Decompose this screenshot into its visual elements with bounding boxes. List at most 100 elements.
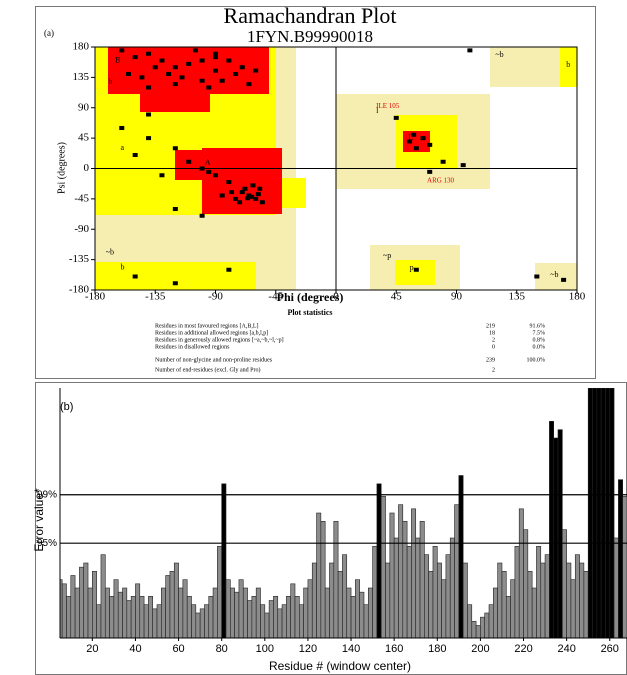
bar <box>475 625 481 638</box>
residue-point <box>146 136 152 141</box>
bar <box>139 596 145 638</box>
x-tick-label: 260 <box>601 643 619 655</box>
bar <box>238 579 244 638</box>
stats-label: Residues in most favoured regions [A,B,L… <box>155 322 258 329</box>
bar <box>303 587 309 638</box>
stats-count: 18 <box>489 330 495 336</box>
bar <box>195 612 201 638</box>
residue-point <box>146 112 152 117</box>
bar <box>299 604 304 638</box>
x-tick-label: 180 <box>428 643 446 655</box>
bar <box>488 604 494 638</box>
residue-point <box>561 277 567 282</box>
bar <box>316 512 322 638</box>
stats-percent: 91.6% <box>530 323 546 329</box>
bar <box>277 608 283 638</box>
bar <box>587 388 593 638</box>
x-tick-label: -90 <box>208 291 223 303</box>
bar <box>553 437 559 638</box>
annotation: ~b <box>106 248 114 257</box>
residue-point <box>229 190 235 195</box>
annotation: b <box>108 77 112 86</box>
bar <box>212 587 218 638</box>
bar <box>402 521 408 638</box>
bar <box>570 579 576 638</box>
residue-point <box>139 75 145 80</box>
bar <box>152 608 158 638</box>
bar <box>428 571 434 638</box>
bar <box>471 621 477 638</box>
residue-point <box>213 55 218 60</box>
annotation: ~b <box>495 50 503 59</box>
stats-percent: 0.0% <box>533 344 546 350</box>
bar <box>169 571 175 638</box>
stats-count: 219 <box>486 323 495 329</box>
bar <box>484 612 490 638</box>
bar <box>156 604 162 638</box>
bar <box>79 566 85 638</box>
x-tick-label: 220 <box>514 643 532 655</box>
bar <box>122 587 128 638</box>
bar <box>96 604 102 638</box>
bar <box>329 562 335 638</box>
annotation: ILE 105 <box>376 102 400 110</box>
bar <box>436 562 442 638</box>
bar <box>441 579 447 638</box>
stats-percent: 100.0% <box>527 357 546 363</box>
x-tick-label: -45 <box>268 291 283 303</box>
x-tick-label: 200 <box>471 643 489 655</box>
x-axis-label: Phi (degrees) <box>277 290 344 304</box>
y-tick-label: -180 <box>69 284 90 296</box>
residue-point <box>179 75 185 80</box>
residue-point <box>159 58 165 63</box>
panel-label: (a) <box>44 28 54 38</box>
bar <box>87 587 93 638</box>
residue-point <box>233 72 239 76</box>
residue-point <box>246 193 252 198</box>
residue-point <box>413 146 419 151</box>
bar <box>398 504 404 638</box>
x-tick-label: 90 <box>451 291 463 303</box>
bar <box>230 587 235 638</box>
residue-point <box>226 267 232 272</box>
y-tick-label: 180 <box>73 41 90 53</box>
residue-point <box>186 159 192 164</box>
residue-point <box>467 48 473 53</box>
bar <box>540 562 546 638</box>
bar <box>605 388 611 638</box>
residue-point <box>257 186 263 191</box>
panel-label: (b) <box>60 401 73 413</box>
residue-point <box>233 196 239 201</box>
y-tick-label: 90 <box>78 101 90 113</box>
bar <box>411 508 417 638</box>
bar <box>234 591 240 638</box>
bar <box>454 504 460 638</box>
residue-point <box>219 193 225 198</box>
bar <box>501 571 507 638</box>
residue-point <box>255 192 261 197</box>
bar <box>333 521 339 638</box>
bar <box>178 587 184 638</box>
stats-label: Number of end-residues (excl. Gly and Pr… <box>155 366 260 373</box>
residue-point <box>119 48 125 53</box>
bar <box>113 579 119 638</box>
bar <box>393 537 399 638</box>
bar <box>342 554 348 638</box>
residue-point <box>237 200 243 205</box>
bar <box>268 600 274 638</box>
bar <box>182 579 188 638</box>
y-tick-label: -90 <box>74 223 89 235</box>
residue-point <box>186 61 192 66</box>
x-tick-label: -180 <box>85 291 106 303</box>
bar <box>191 604 197 638</box>
residue-point <box>259 200 265 205</box>
residue-point <box>239 190 245 195</box>
bar <box>66 596 72 638</box>
bar <box>251 596 257 638</box>
residue-point <box>206 85 212 90</box>
residue-point <box>199 166 205 171</box>
stats-count: 2 <box>492 367 495 373</box>
bar <box>596 388 602 638</box>
annotation: b <box>566 60 570 69</box>
